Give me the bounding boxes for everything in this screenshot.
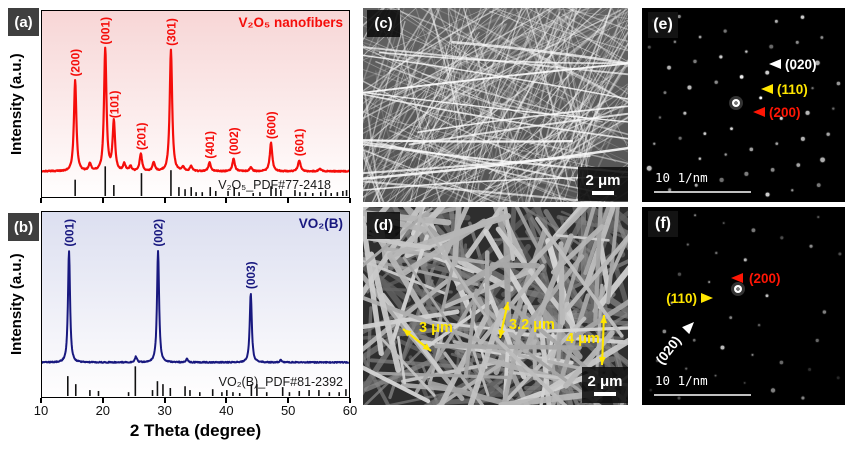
saed-scale-label: 10 1/nm — [655, 373, 708, 388]
xrd-curve — [42, 46, 349, 173]
x-tick-mark — [349, 398, 351, 403]
saed-diffraction-spots: (200)(110)(020)10 1/nm — [642, 207, 845, 405]
diffraction-spot-lattice — [646, 14, 841, 198]
x-tick-mark — [225, 198, 228, 203]
panel-d-scale-label: 2 μm — [587, 373, 623, 390]
peak-label-(002): (002) — [151, 219, 165, 247]
panel-c-scale-label: 2 μm — [585, 172, 621, 189]
nanofiber-strands — [363, 8, 628, 202]
reflection-label-(110): (110) — [666, 291, 697, 306]
diffraction-spot-lattice — [649, 213, 843, 401]
central-beam-spot — [729, 96, 743, 110]
panel-b-title: VO₂(B) — [298, 216, 343, 231]
x-axis-title: 2 Theta (degree) — [129, 421, 262, 440]
peak-labels: (001) (002) (003) — [62, 219, 258, 289]
reflection-label-(200): (200) — [749, 271, 781, 286]
panel-c-sem-image: (c) 2 μm — [363, 8, 628, 202]
x-tick-label: 60 — [342, 403, 358, 418]
peak-label-(600): (600) — [264, 111, 278, 139]
peak-label-(001): (001) — [62, 219, 76, 247]
x-tick-mark — [349, 198, 351, 203]
peak-label-(002): (002) — [227, 127, 241, 155]
panel-a-y-axis-label: Intensity (a.u.) — [8, 53, 25, 155]
panel-d-scale-bar-line — [594, 392, 616, 396]
panel-b-xrd-chart: (001) (002) (003) — [42, 212, 349, 397]
peak-labels: (200) (001) (101) (201) (301) (401) (002) (600)… — [69, 17, 307, 159]
panel-d-label: (d) — [367, 212, 400, 239]
saed-diffraction-spots: (020) (110) (200) 10 1/nm — [642, 8, 845, 202]
peak-label-(200): (200) — [69, 49, 83, 77]
measurement-annotations: 3 μm 3.2 μm 4 μm — [402, 301, 608, 366]
x-tick-mark — [287, 398, 290, 403]
reflection-label-(200): (200) — [769, 105, 801, 120]
arrowhead-icon — [761, 84, 773, 94]
peak-label-(401): (401) — [203, 131, 217, 159]
measurement-label: 4 μm — [566, 331, 600, 347]
x-tick-label: 20 — [95, 403, 111, 418]
x-tick-label: 10 — [33, 403, 49, 418]
panel-a-title: V₂O₅ nanofibers — [238, 15, 343, 30]
central-beam-spot — [731, 282, 745, 296]
x-tick-mark — [287, 198, 290, 203]
panel-b-xrd-plot: (001) (002) (003) VO₂(B) VO₂(B)_PDF#81-239… — [41, 211, 350, 398]
sem-nanorods-texture: 3 μm 3.2 μm 4 μm — [363, 207, 628, 405]
peak-label-(301): (301) — [164, 18, 178, 46]
x-tick-label: 30 — [157, 403, 172, 418]
x-tick-mark — [40, 198, 42, 203]
x-tick-mark — [163, 398, 166, 403]
arrowhead-icon — [682, 322, 694, 335]
panel-f-label: (f) — [648, 211, 678, 237]
panel-e-label: (e) — [648, 12, 678, 38]
panel-e-saed-pattern: (020) (110) (200) 10 1/nm (e) — [642, 8, 845, 202]
reference-sticks — [74, 166, 348, 197]
sem-nanofibers-texture — [363, 8, 628, 202]
peak-label-(201): (201) — [134, 122, 148, 150]
panel-a-xrd-chart: (200) (001) (101) (201) (301) (401) (002) (600)… — [42, 11, 349, 197]
x-tick-mark — [101, 198, 104, 203]
arrowhead-icon — [769, 59, 781, 69]
reference-sticks — [66, 366, 347, 397]
arrowhead-icon — [753, 107, 765, 117]
panel-c-scale-bar: 2 μm — [578, 167, 628, 201]
xrd-curve — [42, 249, 349, 364]
x-tick-label: 40 — [219, 403, 234, 418]
x-tick-mark — [225, 398, 228, 403]
reflection-label-(020): (020) — [785, 57, 817, 72]
nanorod-strands — [363, 207, 628, 405]
panel-f-saed-pattern: (200) (110) (020) 10 1/nm (f) — [642, 207, 845, 405]
peak-label-(001): (001) — [99, 17, 113, 45]
saed-scale-label: 10 1/nm — [655, 170, 708, 185]
panel-b-reference-label: VO₂(B)_PDF#81-2392 — [218, 375, 343, 389]
x-tick-mark — [101, 398, 104, 403]
saed-scale-bar: 10 1/nm — [654, 170, 751, 193]
panel-a-reference-label: V₂O₅_PDF#77-2418 — [218, 178, 331, 192]
x-tick-mark — [40, 398, 42, 403]
arrowhead-icon — [701, 293, 713, 303]
arrowhead-icon — [731, 273, 743, 283]
peak-label-(601): (601) — [293, 129, 307, 157]
reflection-labels: (020) (110) (200) — [753, 57, 817, 120]
peak-label-(101): (101) — [107, 91, 121, 119]
panel-c-label: (c) — [367, 10, 400, 37]
x-tick-mark — [163, 198, 166, 203]
panel-d-sem-image: 3 μm 3.2 μm 4 μm (d) 2 μm — [363, 207, 628, 405]
panel-b-label: (b) — [8, 213, 39, 241]
panel-d-scale-bar: 2 μm — [582, 367, 628, 403]
peak-label-(003): (003) — [244, 261, 258, 289]
x-tick-label: 50 — [280, 403, 296, 418]
panel-a-xrd-plot: (200) (001) (101) (201) (301) (401) (002) (600)… — [41, 10, 350, 198]
measurement-label: 3.2 μm — [509, 317, 555, 333]
measurement-label: 3 μm — [419, 320, 453, 336]
saed-scale-bar: 10 1/nm — [654, 373, 751, 396]
panel-a-label: (a) — [8, 8, 39, 36]
reflection-label-(110): (110) — [777, 82, 808, 97]
panel-c-scale-bar-line — [592, 191, 614, 195]
